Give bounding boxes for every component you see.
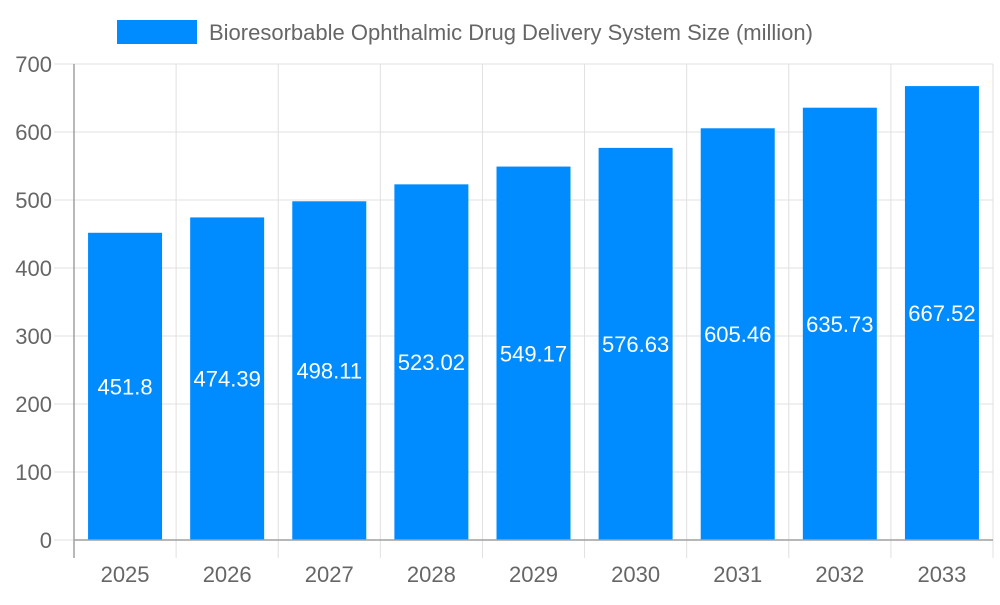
bar: [700, 128, 775, 540]
data-label: 474.39: [194, 367, 261, 392]
legend[interactable]: Bioresorbable Ophthalmic Drug Delivery S…: [117, 20, 813, 45]
y-tick-label: 200: [15, 392, 52, 417]
bar: [496, 166, 571, 541]
bar: [802, 107, 877, 540]
data-label: 667.52: [908, 301, 975, 326]
y-tick-label: 300: [15, 324, 52, 349]
y-tick-label: 500: [15, 188, 52, 213]
data-label: 605.46: [704, 322, 771, 347]
y-tick-label: 600: [15, 120, 52, 145]
x-tick-label: 2027: [305, 562, 354, 587]
bar: [292, 201, 367, 540]
bar: [598, 147, 673, 540]
x-tick-label: 2030: [611, 562, 660, 587]
x-tick-label: 2026: [203, 562, 252, 587]
data-label: 451.8: [98, 374, 153, 399]
data-label: 576.63: [602, 332, 669, 357]
data-label: 523.02: [398, 350, 465, 375]
bar: [88, 232, 163, 540]
y-tick-label: 0: [40, 528, 52, 553]
x-tick-label: 2031: [713, 562, 762, 587]
data-label: 635.73: [806, 312, 873, 337]
x-tick-label: 2028: [407, 562, 456, 587]
legend-label: Bioresorbable Ophthalmic Drug Delivery S…: [209, 20, 813, 45]
y-tick-label: 700: [15, 52, 52, 77]
bar: [904, 86, 979, 541]
x-tick-label: 2032: [815, 562, 864, 587]
legend-swatch: [117, 20, 197, 44]
x-tick-label: 2033: [917, 562, 966, 587]
x-tick-label: 2025: [101, 562, 150, 587]
y-tick-label: 400: [15, 256, 52, 281]
bar: [394, 184, 469, 540]
bar: [190, 217, 265, 540]
y-tick-label: 100: [15, 460, 52, 485]
x-tick-label: 2029: [509, 562, 558, 587]
data-label: 498.11: [296, 359, 362, 384]
data-label: 549.17: [500, 341, 567, 366]
